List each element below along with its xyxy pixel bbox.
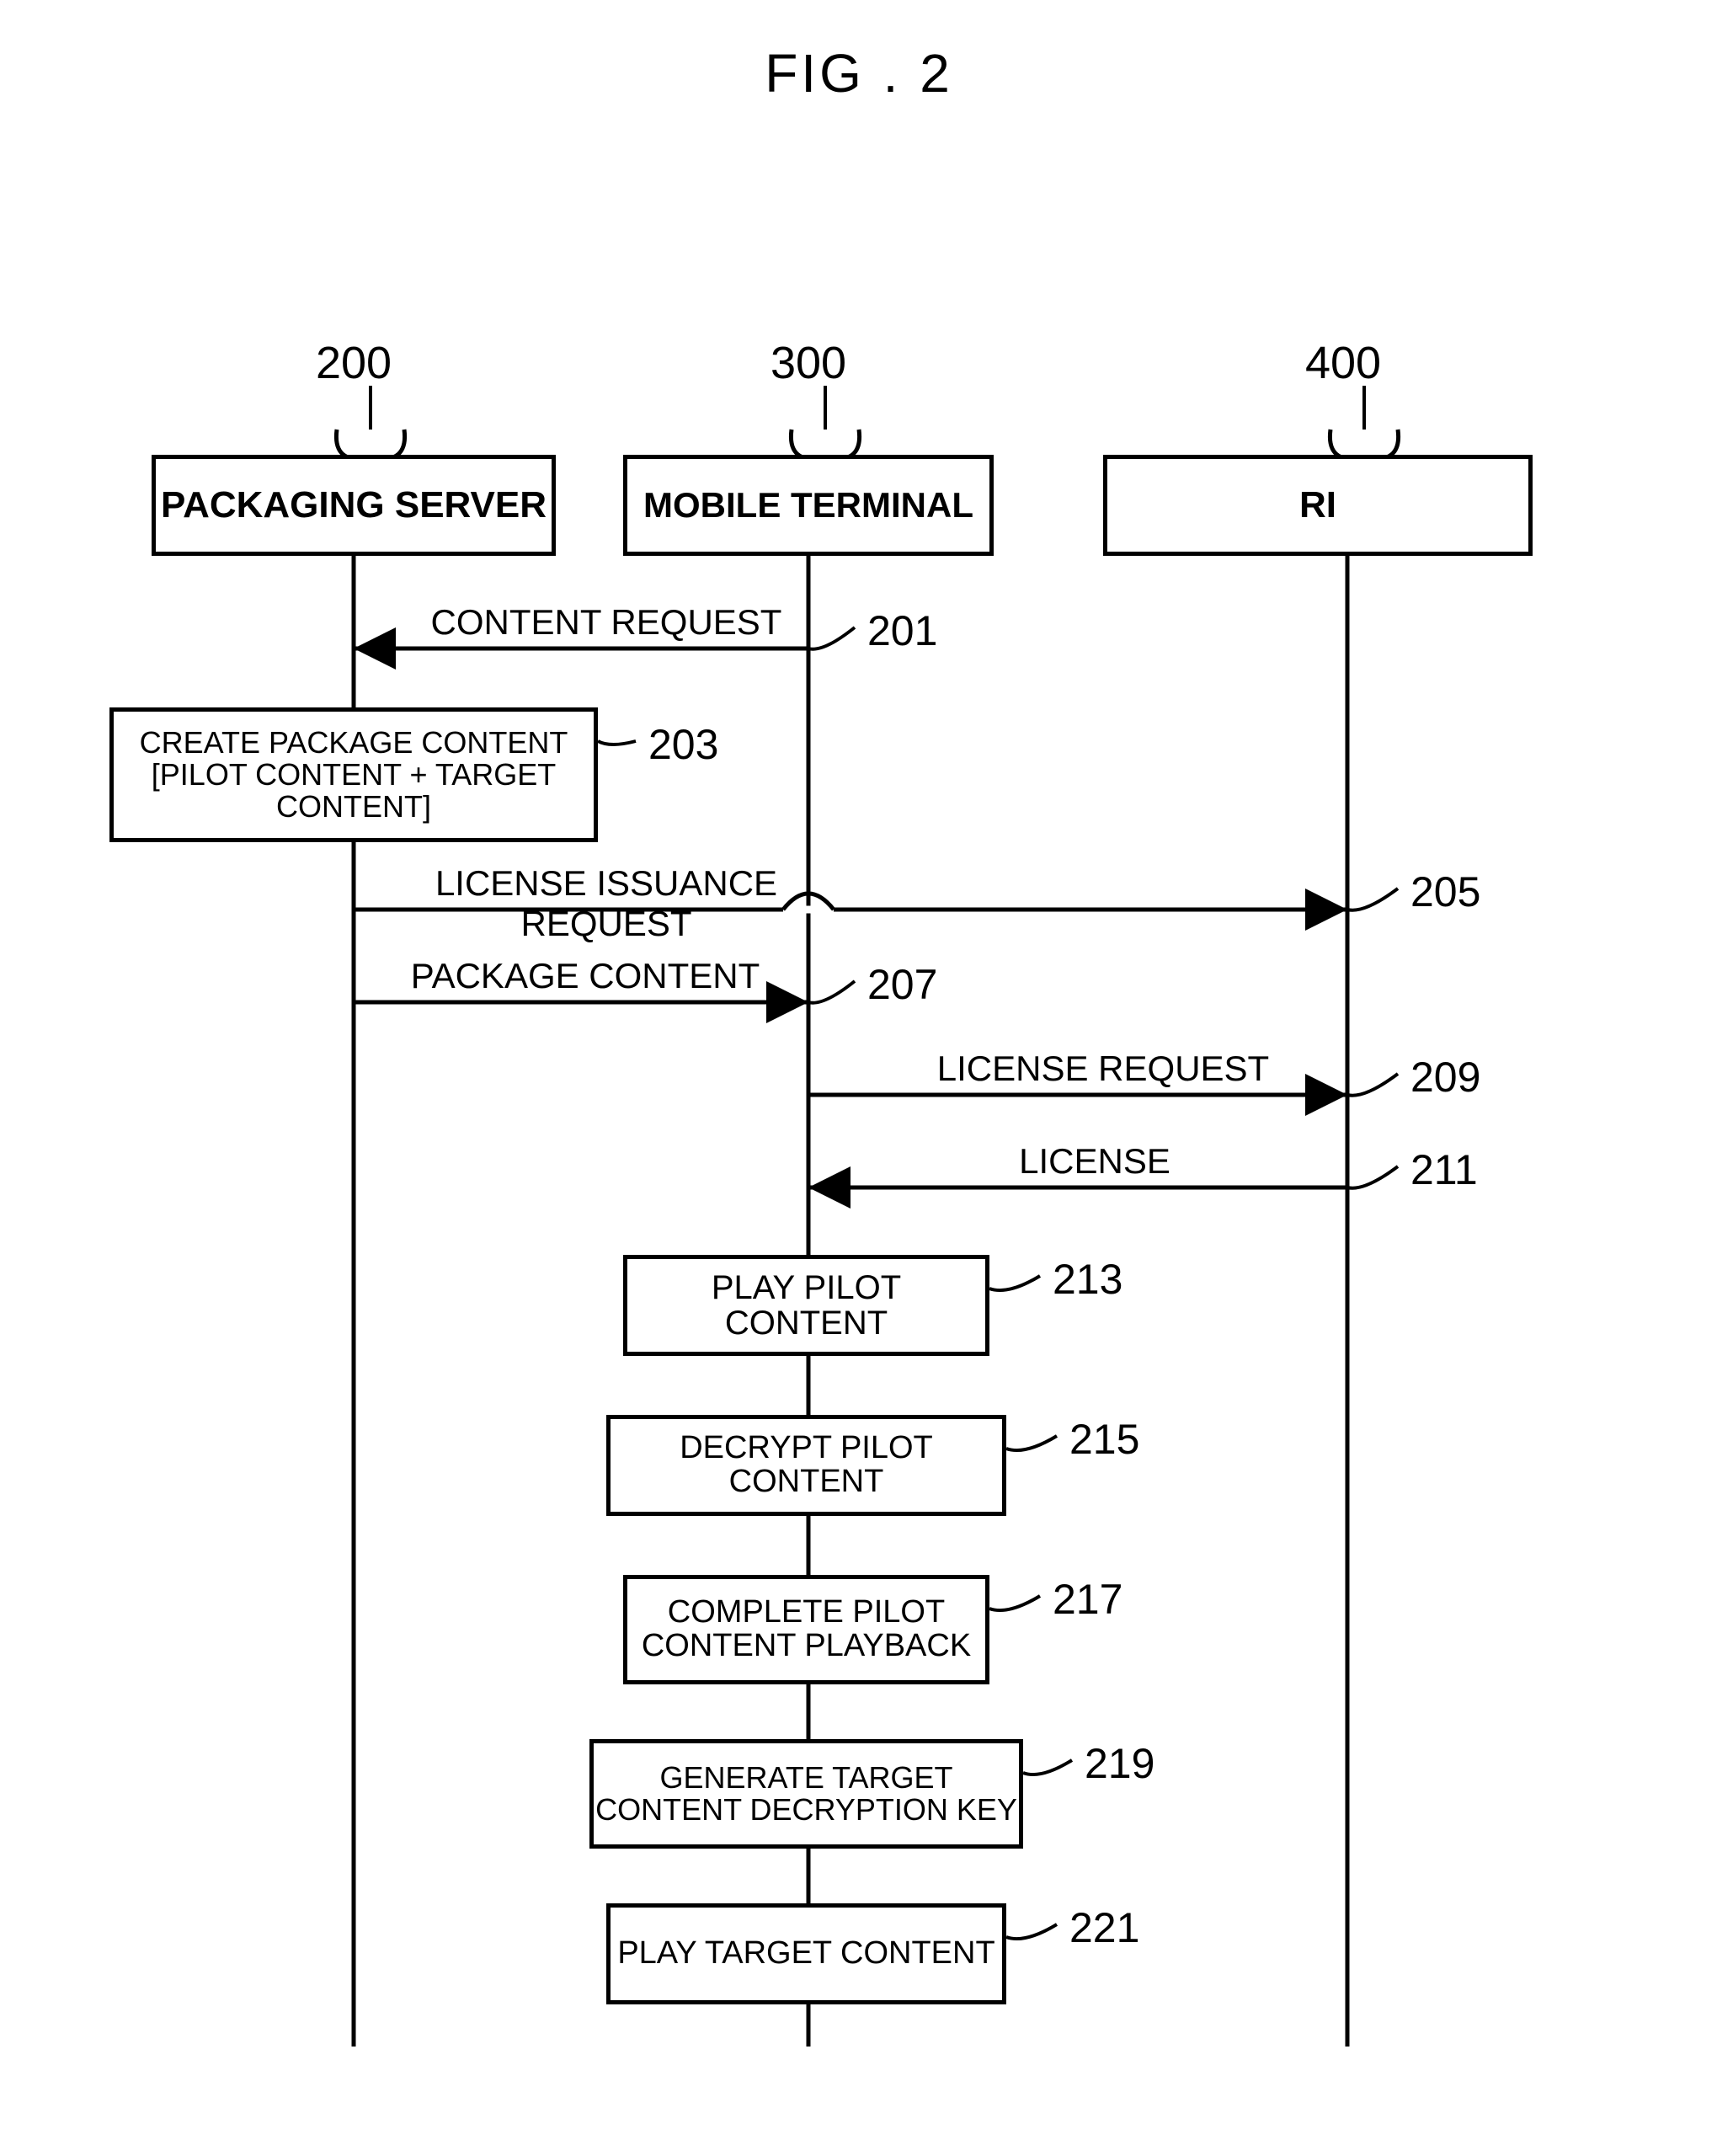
step-decrypt-pilot: DECRYPT PILOT CONTENT	[606, 1415, 1006, 1516]
step-complete-pilot: COMPLETE PILOTCONTENT PLAYBACK	[623, 1575, 989, 1684]
step-number-create-package: 203	[648, 720, 718, 769]
figure-title: FIG . 2	[691, 42, 1027, 104]
step-play-pilot: PLAY PILOT CONTENT	[623, 1255, 989, 1356]
message-label-package-content-msg: PACKAGE CONTENT	[404, 956, 766, 996]
message-number-content-request: 201	[867, 606, 937, 655]
message-label-license-issuance: LICENSE ISSUANCE REQUEST	[371, 863, 842, 944]
message-number-license-issuance: 205	[1410, 867, 1480, 916]
message-label-license: LICENSE	[1002, 1141, 1187, 1182]
actor-packaging-server: PACKAGING SERVER	[152, 455, 556, 556]
actor-number-packaging-server: 200	[312, 337, 396, 389]
step-number-complete-pilot: 217	[1053, 1575, 1122, 1624]
message-label-license-request: LICENSE REQUEST	[926, 1049, 1280, 1089]
actor-mobile-terminal: MOBILE TERMINAL	[623, 455, 994, 556]
actor-number-mobile-terminal: 300	[766, 337, 851, 389]
message-number-license-request: 209	[1410, 1053, 1480, 1102]
step-number-generate-key: 219	[1085, 1739, 1154, 1788]
message-label-content-request: CONTENT REQUEST	[429, 602, 783, 643]
step-number-play-pilot: 213	[1053, 1255, 1122, 1304]
message-number-package-content-msg: 207	[867, 960, 937, 1009]
message-number-license: 211	[1410, 1145, 1478, 1194]
diagram-canvas: FIG . 2 200 PACKAGING SERVER 300 MOBILE TER…	[0, 0, 1717, 2156]
step-number-play-target: 221	[1069, 1903, 1139, 1952]
actor-number-ri: 400	[1301, 337, 1385, 389]
step-play-target: PLAY TARGET CONTENT	[606, 1903, 1006, 2004]
step-generate-key: GENERATE TARGETCONTENT DECRYPTION KEY	[589, 1739, 1023, 1849]
actor-ri: RI	[1103, 455, 1533, 556]
step-create-package: CREATE PACKAGE CONTENT[PILOT CONTENT + T…	[109, 707, 598, 842]
step-number-decrypt-pilot: 215	[1069, 1415, 1139, 1464]
